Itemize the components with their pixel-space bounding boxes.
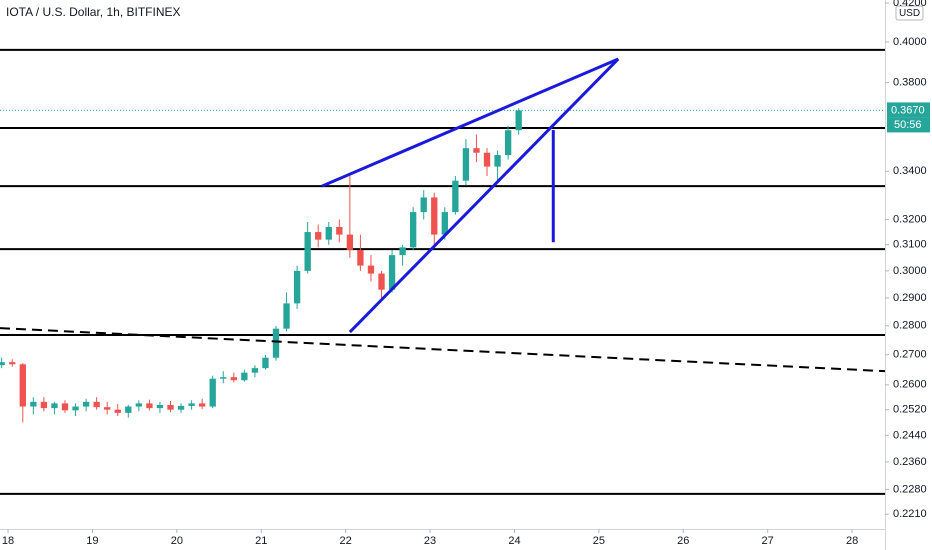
candle-body <box>19 364 26 407</box>
candle-body <box>104 407 111 410</box>
candle-body <box>441 212 448 235</box>
candle-body <box>93 401 100 408</box>
candle-body <box>30 401 37 407</box>
candle-body <box>388 255 396 290</box>
last-price-label: 0.3670 <box>891 104 925 116</box>
candle-body <box>51 403 58 409</box>
candle-body <box>399 247 406 256</box>
x-tick-label: 27 <box>762 535 774 547</box>
x-tick-label: 19 <box>86 535 98 547</box>
candle-body <box>483 152 491 167</box>
y-tick-label: 0.3200 <box>893 213 927 225</box>
x-tick-label: 24 <box>508 535 520 547</box>
candle-body <box>251 368 259 373</box>
candle-body <box>135 403 143 407</box>
candle-body <box>9 362 16 365</box>
y-tick-label: 0.2280 <box>893 483 927 495</box>
y-tick-label: 0.2800 <box>893 320 927 332</box>
candle-body <box>40 401 48 409</box>
y-tick-label: 0.3000 <box>893 265 927 277</box>
x-tick-label: 20 <box>171 535 183 547</box>
candle-body <box>114 409 121 413</box>
candle-body <box>230 377 237 381</box>
candle-body <box>304 232 311 271</box>
candle-body <box>293 270 301 304</box>
candle-body <box>420 197 427 213</box>
x-tick-label: 22 <box>340 535 352 547</box>
y-tick-label: 0.3800 <box>893 77 927 89</box>
trend-line <box>348 57 620 334</box>
y-tick-label: 0.2700 <box>893 349 927 361</box>
currency: USD <box>899 8 920 19</box>
y-tick-label: 0.3400 <box>893 165 927 177</box>
candle-body <box>431 197 438 235</box>
y-tick-label: 0.4200 <box>893 0 927 9</box>
candle-body <box>473 148 480 153</box>
x-tick-label: 25 <box>593 535 605 547</box>
candle-body <box>378 273 385 290</box>
candle-body <box>283 303 290 329</box>
x-tick-label: 21 <box>255 535 267 547</box>
countdown: 50:56 <box>894 119 922 131</box>
y-tick-label: 0.2900 <box>893 292 927 304</box>
candle-body <box>504 130 512 156</box>
y-tick-label: 0.3100 <box>893 239 927 251</box>
x-tick-label: 18 <box>2 535 14 547</box>
candle-body <box>241 372 248 381</box>
candle-body <box>272 328 280 358</box>
candle-body <box>325 227 332 240</box>
trend-line <box>0 327 886 373</box>
candle-body <box>462 148 470 181</box>
candle-body <box>61 403 69 411</box>
candle-body <box>220 377 227 379</box>
candle-body <box>0 362 5 366</box>
currency-box <box>895 5 924 21</box>
y-tick-label: 0.2210 <box>893 508 927 520</box>
candle-body <box>146 403 153 409</box>
x-tick-label: 26 <box>677 535 689 547</box>
candle-body <box>262 357 269 369</box>
candle-body <box>177 405 185 410</box>
candle-body <box>346 234 354 250</box>
trend-line <box>321 57 619 188</box>
plot-area <box>0 48 886 495</box>
countdown-box <box>887 117 930 133</box>
candle-body <box>198 403 206 407</box>
candle-body <box>452 180 459 213</box>
candle-body <box>125 406 132 413</box>
x-tick-label: 28 <box>846 535 858 547</box>
candle-body <box>515 110 522 131</box>
candle-body <box>82 401 90 407</box>
last-price-box <box>887 102 930 118</box>
y-tick-label: 0.2360 <box>893 456 927 468</box>
candle-body <box>315 232 322 240</box>
chart-title: IOTA / U.S. Dollar, 1h, BITFINEX <box>6 5 181 19</box>
candle-body <box>188 403 195 406</box>
candle-body <box>336 227 343 235</box>
candle-body <box>156 404 164 409</box>
y-tick-label: 0.2600 <box>893 379 927 391</box>
y-tick-label: 0.2440 <box>893 429 927 441</box>
candle-body <box>494 155 501 167</box>
candle-body <box>410 212 417 248</box>
candle-body <box>357 249 364 266</box>
candle-body <box>209 378 216 407</box>
x-tick-label: 23 <box>424 535 436 547</box>
candle-body <box>367 265 375 274</box>
y-tick-label: 0.2520 <box>893 404 927 416</box>
candle-body <box>167 404 174 410</box>
candle-body <box>72 406 79 411</box>
y-tick-label: 0.4000 <box>893 36 927 48</box>
